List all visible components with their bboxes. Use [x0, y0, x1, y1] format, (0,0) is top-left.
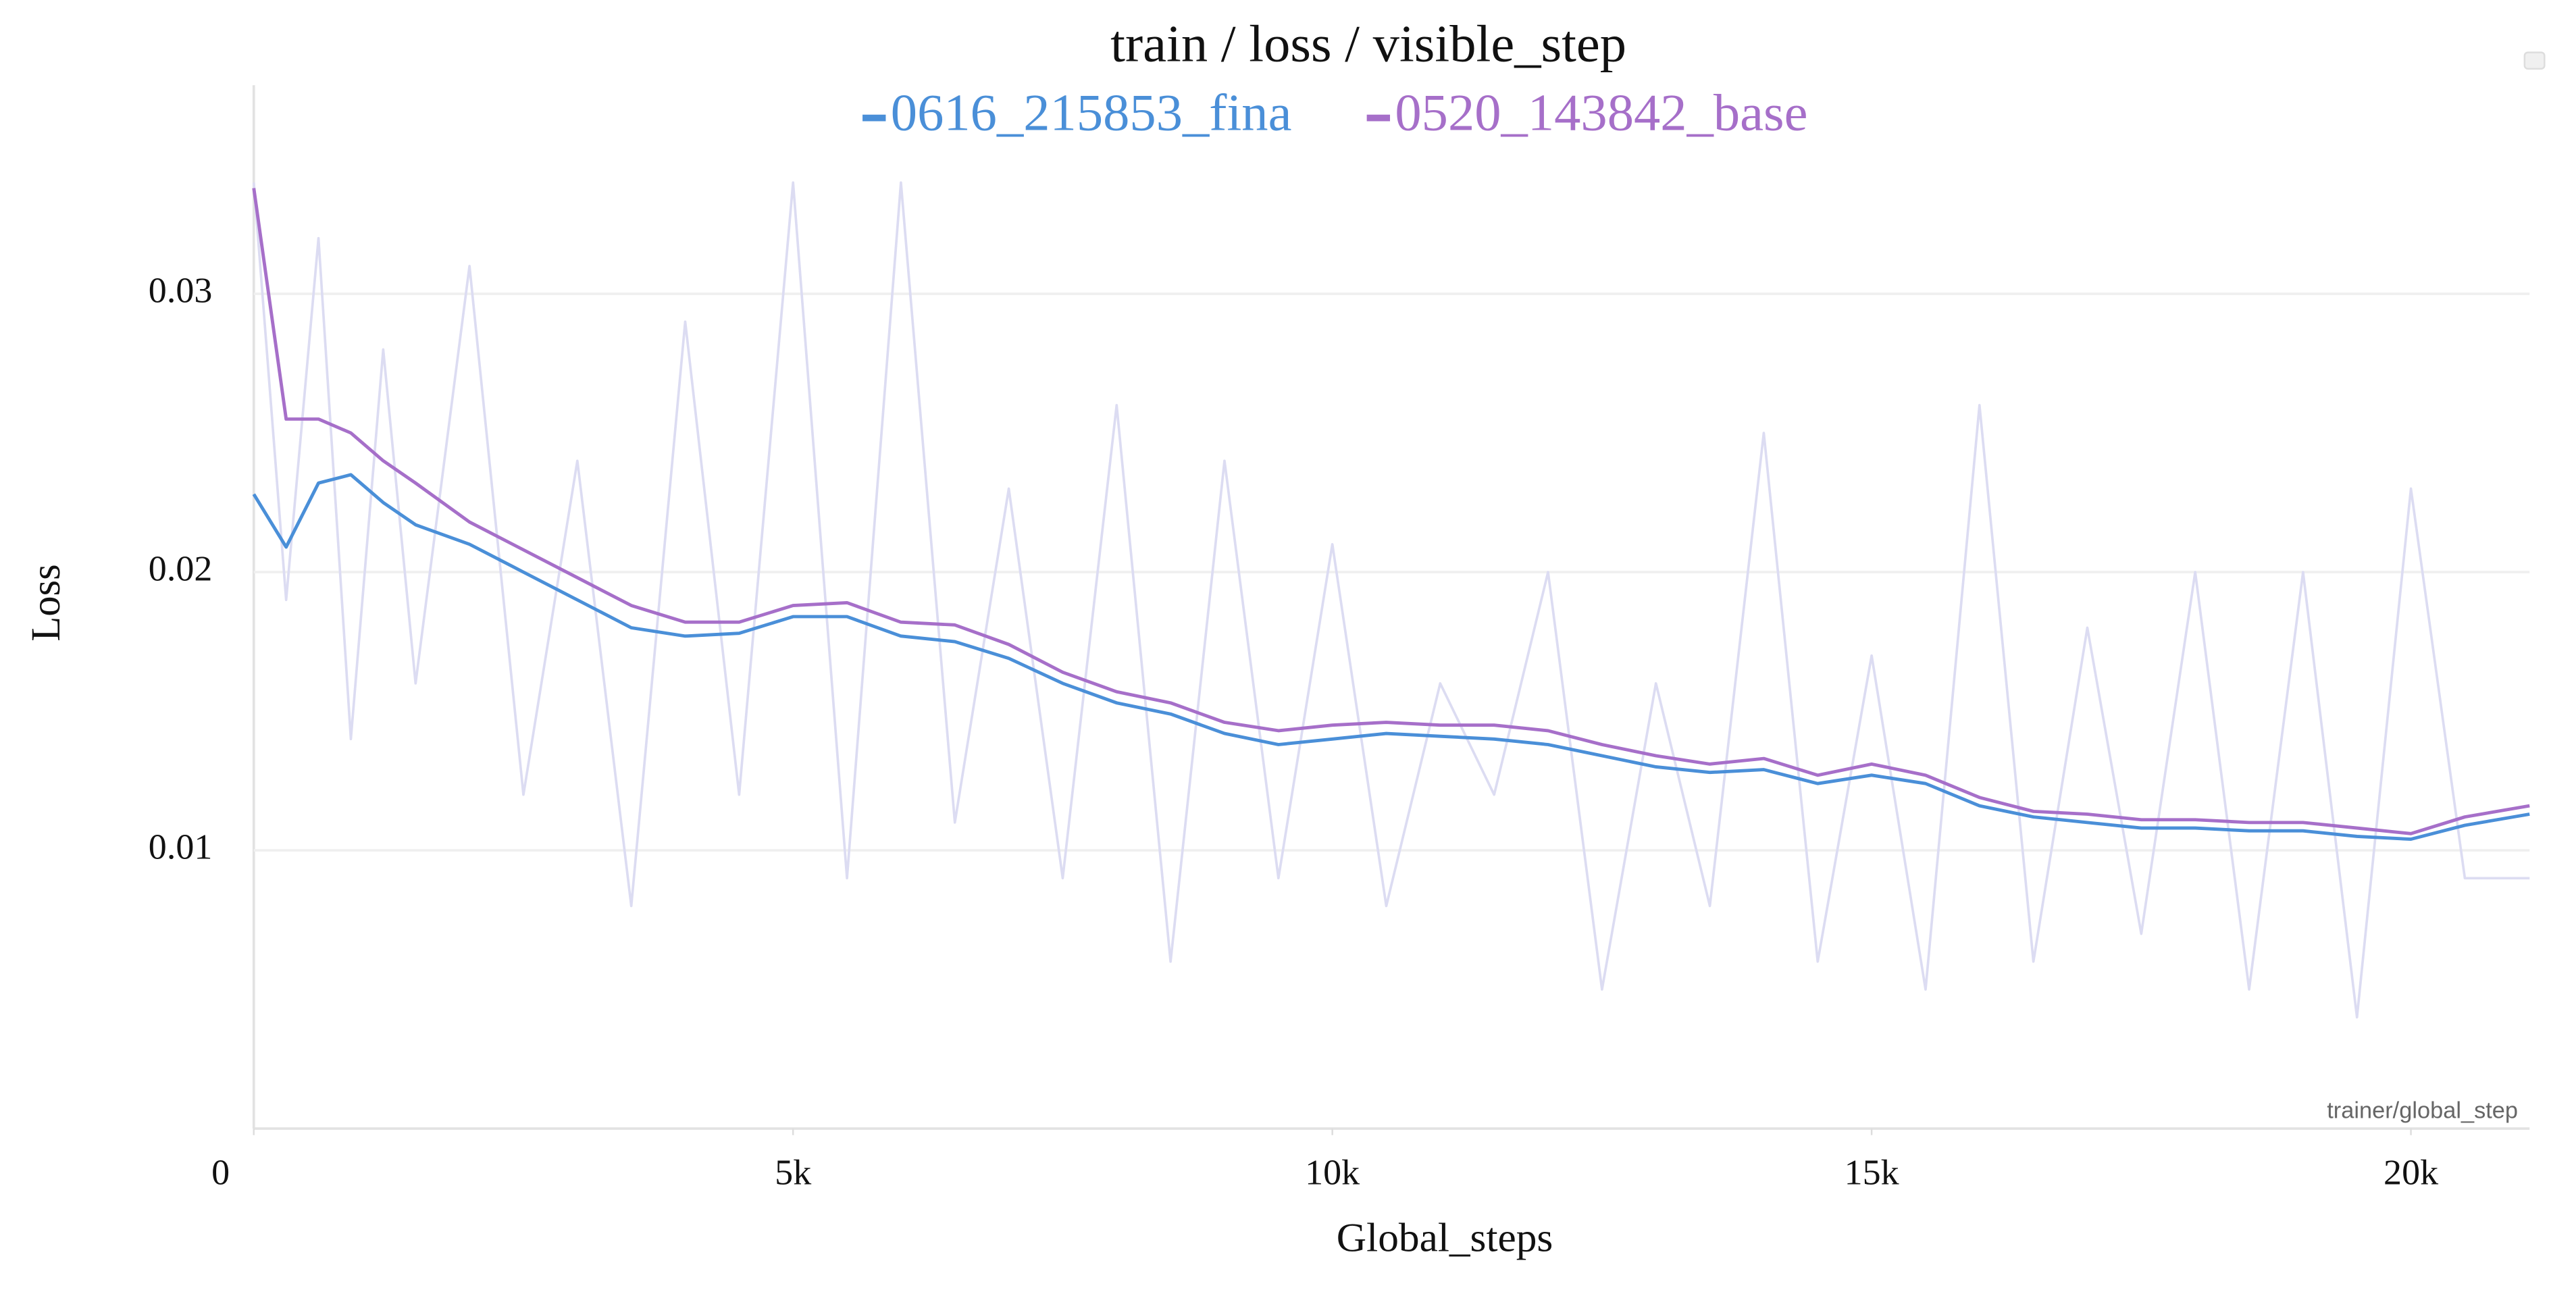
y-tick-label: 0.03: [149, 270, 213, 311]
x-axis-title: Global_steps: [1337, 1216, 1553, 1261]
legend-label: 0616_215853_fina: [891, 83, 1292, 141]
legend-label: 0520_143842_base: [1395, 83, 1807, 141]
x-tick-label: 15k: [1845, 1152, 1899, 1193]
y-axis-title: Loss: [23, 564, 68, 642]
y-tick-label: 0.02: [149, 548, 213, 589]
series-line: [252, 473, 2530, 842]
chart-title: train / loss / visible_step: [1110, 14, 1626, 72]
x-tick-label: 10k: [1305, 1152, 1360, 1193]
series-line: [252, 188, 2530, 835]
x-tick-label: 5k: [775, 1152, 811, 1193]
x-tick-label: 0: [211, 1152, 230, 1193]
x-tick-label: 20k: [2384, 1152, 2438, 1193]
menu-icon[interactable]: [2523, 51, 2546, 70]
y-tick-label: 0.01: [149, 827, 213, 867]
x-axis-key: trainer/global_step: [2327, 1098, 2518, 1124]
raw-line: [252, 181, 2530, 1019]
